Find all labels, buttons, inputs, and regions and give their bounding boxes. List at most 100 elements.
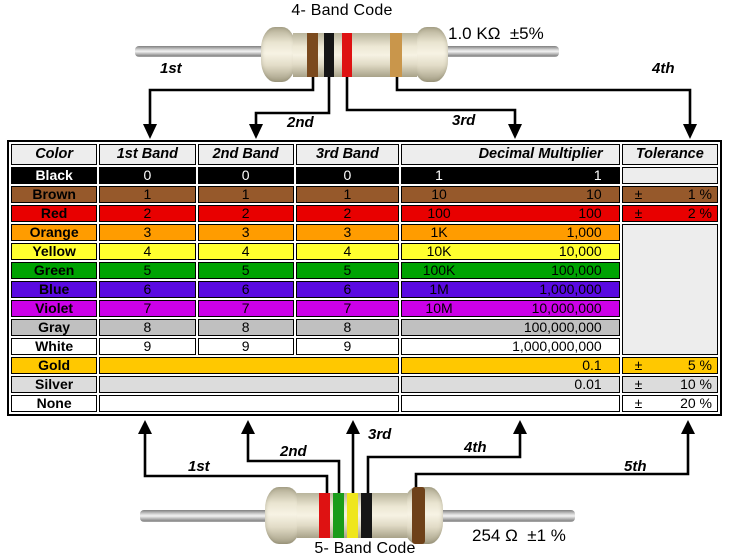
col-header-color: Color <box>11 144 98 165</box>
top-resistor-body <box>293 33 417 77</box>
band-digit-cell: 3 <box>295 224 400 241</box>
bottom-arrow-4th <box>366 420 527 497</box>
bottom-resistor-right-cap <box>403 487 443 544</box>
five-band-value-label: 254 Ω ±1 % <box>472 526 566 545</box>
band-digit-cell: 9 <box>197 338 294 355</box>
band-red <box>319 493 330 538</box>
tolerance-cell: ±1 % <box>621 186 718 203</box>
bottom-arrow-label-4th: 4th <box>464 439 487 456</box>
multiplier-cell: 100 100 <box>401 205 620 222</box>
top-resistor-right-cap <box>413 27 448 82</box>
color-name-cell: Yellow <box>11 243 98 260</box>
multiplier-cell: 10 10 <box>401 186 620 203</box>
color-name-cell: Silver <box>11 376 98 393</box>
band-digit-cell: 2 <box>197 205 294 222</box>
bottom-arrow-label-5th: 5th <box>624 458 647 475</box>
band-brown <box>307 33 318 77</box>
band-digit-cell: 8 <box>197 319 294 336</box>
table-row-brown: Brown 1 1 1 10 10 ±1 % <box>11 186 718 203</box>
multiplier-cell: 10K 10,000 <box>401 243 620 260</box>
band-digit-cell: 6 <box>99 281 196 298</box>
four-band-value-label: 1.0 KΩ ±5% <box>448 24 544 43</box>
top-arrow-label-1st: 1st <box>160 60 182 77</box>
bottom-arrow-label-2nd: 2nd <box>280 443 307 460</box>
band-digit-cell: 5 <box>99 262 196 279</box>
band-digit-cell: 8 <box>99 319 196 336</box>
multiplier-cell: 1,000,000,000 <box>401 338 620 355</box>
band-red <box>342 33 352 77</box>
col-header-tolerance: Tolerance <box>621 144 718 165</box>
band-digit-cell: 2 <box>295 205 400 222</box>
merged-band-cell <box>99 357 400 374</box>
multiplier-cell: 0.01 <box>401 376 620 393</box>
bottom-resistor-left-cap <box>265 487 301 544</box>
band-digit-cell: 7 <box>99 300 196 317</box>
band-digit-cell: 0 <box>295 167 400 184</box>
four-band-title: 4- Band Code <box>291 2 393 19</box>
band-digit-cell: 4 <box>99 243 196 260</box>
bottom-arrow-5th <box>414 420 695 504</box>
band-digit-cell: 6 <box>197 281 294 298</box>
band-digit-cell: 7 <box>295 300 400 317</box>
color-name-cell: Blue <box>11 281 98 298</box>
color-name-cell: Gold <box>11 357 98 374</box>
multiplier-cell <box>401 395 620 412</box>
table-row-green: Green 5 5 5 100K 100,000 <box>11 262 718 279</box>
table-row-gray: Gray 8 8 8 100,000,000 <box>11 319 718 336</box>
merged-band-cell <box>99 395 400 412</box>
color-name-cell: Brown <box>11 186 98 203</box>
top-arrow-label-3rd: 3rd <box>452 112 476 129</box>
col-header-2nd-band: 2nd Band <box>197 144 294 165</box>
bottom-resistor-body <box>297 493 407 538</box>
band-gold <box>390 33 402 77</box>
band-digit-cell: 3 <box>197 224 294 241</box>
band-black <box>361 493 372 538</box>
top-arrow-4th <box>395 77 697 139</box>
table-row-silver: Silver 0.01 ±10 % <box>11 376 718 393</box>
table-row-gold: Gold 0.1 ±5 % <box>11 357 718 374</box>
band-digit-cell: 1 <box>99 186 196 203</box>
band-digit-cell: 8 <box>295 319 400 336</box>
bottom-arrow-label-1st: 1st <box>188 458 210 475</box>
tolerance-cell: ±20 % <box>621 395 718 412</box>
tolerance-cell: ±2 % <box>621 205 718 222</box>
band-digit-cell: 4 <box>197 243 294 260</box>
multiplier-cell: 1K 1,000 <box>401 224 620 241</box>
table-row-red: Red 2 2 2 100 100 ±2 % <box>11 205 718 222</box>
band-brown <box>412 487 425 544</box>
band-digit-cell: 9 <box>99 338 196 355</box>
band-digit-cell: 5 <box>197 262 294 279</box>
table-row-orange: Orange 3 3 3 1K 1,000 <box>11 224 718 355</box>
col-header-decimal-multiplier: Decimal Multiplier <box>401 144 620 165</box>
color-name-cell: None <box>11 395 98 412</box>
band-digit-cell: 1 <box>197 186 294 203</box>
table-row-none: None ±20 % <box>11 395 718 412</box>
band-digit-cell: 1 <box>295 186 400 203</box>
band-digit-cell: 3 <box>99 224 196 241</box>
band-digit-cell: 7 <box>197 300 294 317</box>
band-digit-cell: 4 <box>295 243 400 260</box>
table-row-blue: Blue 6 6 6 1M 1,000,000 <box>11 281 718 298</box>
multiplier-cell: 10M 10,000,000 <box>401 300 620 317</box>
top-arrow-label-2nd: 2nd <box>287 114 314 131</box>
multiplier-cell: 1M 1,000,000 <box>401 281 620 298</box>
top-arrow-3rd <box>345 77 522 139</box>
color-name-cell: Red <box>11 205 98 222</box>
tolerance-cell: ±10 % <box>621 376 718 393</box>
multiplier-cell: 100K 100,000 <box>401 262 620 279</box>
band-digit-cell: 6 <box>295 281 400 298</box>
band-digit-cell: 5 <box>295 262 400 279</box>
band-digit-cell: 0 <box>197 167 294 184</box>
col-header-1st-band: 1st Band <box>99 144 196 165</box>
tolerance-cell: ±5 % <box>621 357 718 374</box>
merged-band-cell <box>99 376 400 393</box>
band-digit-cell: 9 <box>295 338 400 355</box>
table-row-white: White 9 9 9 1,000,000,000 <box>11 338 718 355</box>
band-yellow <box>347 493 358 538</box>
table-row-yellow: Yellow 4 4 4 10K 10,000 <box>11 243 718 260</box>
five-band-title: 5- Band Code <box>314 540 416 557</box>
color-code-table: Color 1st Band 2nd Band 3rd Band Decimal… <box>7 140 722 416</box>
tolerance-blank-cell <box>621 167 718 184</box>
